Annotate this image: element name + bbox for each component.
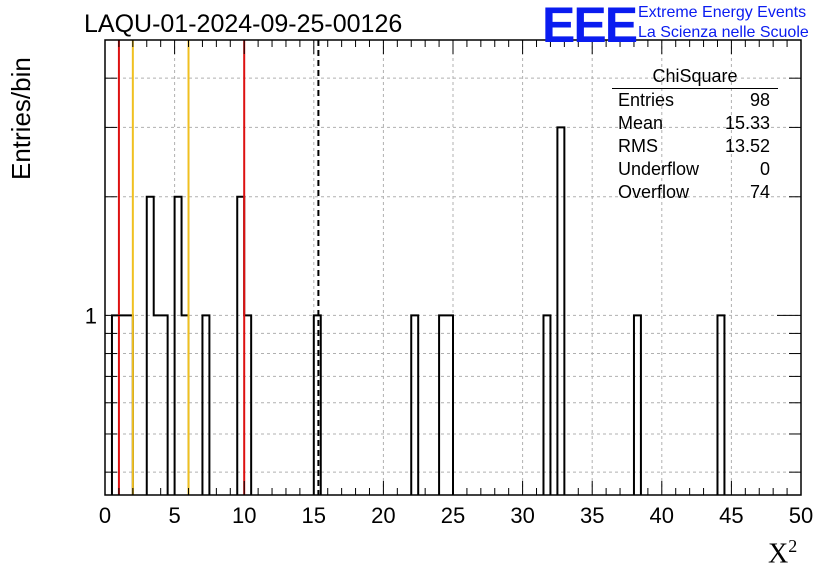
x-tick-label: 40: [650, 503, 674, 528]
x-axis-label-sup: 2: [788, 536, 798, 556]
stats-value: 74: [749, 182, 770, 202]
histogram-bin: [717, 315, 724, 495]
x-axis-label: X2: [768, 536, 797, 570]
x-tick-label: 35: [580, 503, 604, 528]
histogram-bin: [557, 127, 564, 495]
histogram-bin: [237, 197, 244, 495]
stats-value: 13.52: [724, 136, 770, 156]
histogram-bin: [147, 197, 154, 495]
stats-label: Entries: [618, 90, 675, 110]
logo-subtitle-2: La Scienza nelle Scuole: [638, 24, 809, 41]
stats-box: ChiSquare Entries 98 Mean 15.33 RMS 13.5…: [612, 66, 778, 204]
y-axis-label: Entries/bin: [6, 57, 36, 180]
x-tick-label: 20: [371, 503, 395, 528]
stats-title: ChiSquare: [612, 66, 778, 89]
histogram-bin: [175, 197, 182, 495]
reference-lines: [117, 40, 320, 495]
stats-value: 0: [759, 159, 770, 179]
x-tick-label: 5: [168, 503, 180, 528]
stats-value: 15.33: [724, 113, 770, 133]
histogram-bin: [154, 315, 161, 495]
stats-row-underflow: Underflow 0: [612, 158, 778, 181]
stats-label: Underflow: [618, 159, 700, 179]
stats-row-overflow: Overflow 74: [612, 181, 778, 204]
histogram-bin: [439, 315, 446, 495]
x-tick-label: 25: [441, 503, 465, 528]
stats-row-rms: RMS 13.52: [612, 135, 778, 158]
histogram-bin: [446, 315, 453, 495]
histogram-bin: [543, 315, 550, 495]
stats-row-entries: Entries 98: [612, 89, 778, 112]
stats-label: RMS: [618, 136, 658, 156]
x-tick-label: 50: [789, 503, 813, 528]
x-tick-label: 0: [99, 503, 111, 528]
stats-label: Mean: [618, 113, 664, 133]
logo-subtitle-1: Extreme Energy Events: [638, 4, 807, 21]
y-tick-label: 1: [85, 303, 97, 328]
eee-logo: EEE: [542, 0, 638, 53]
x-tick-label: 45: [719, 503, 743, 528]
x-tick-label: 30: [510, 503, 534, 528]
x-tick-label: 10: [232, 503, 256, 528]
histogram-bin: [112, 315, 119, 495]
histogram-bin: [119, 315, 126, 495]
x-axis-label-base: X: [768, 538, 789, 570]
histogram-bin: [202, 315, 209, 495]
histogram-bin: [126, 315, 133, 495]
chart-title: LAQU-01-2024-09-25-00126: [84, 10, 403, 38]
histogram-bin: [634, 315, 641, 495]
stats-value: 98: [749, 90, 770, 110]
x-tick-label: 15: [302, 503, 326, 528]
histogram-bin: [244, 315, 251, 495]
axes: 0 5 10 15 20 25 30 35 40 45 50 1: [85, 39, 813, 528]
histogram-bin: [411, 315, 418, 495]
stats-label: Overflow: [618, 182, 690, 202]
histogram-bin: [314, 315, 321, 495]
histogram-bin: [182, 315, 189, 495]
stats-row-mean: Mean 15.33: [612, 112, 778, 135]
histogram-bin: [161, 315, 168, 495]
